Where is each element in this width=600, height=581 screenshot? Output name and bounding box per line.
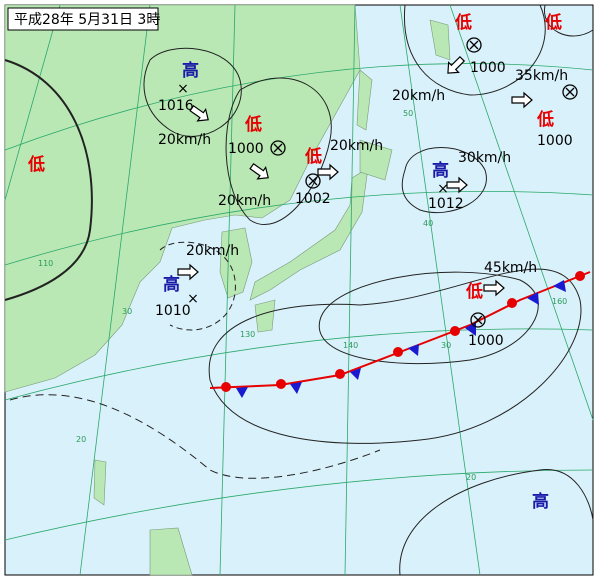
system-kind: 低 [544, 12, 562, 33]
movement-arrow [511, 91, 533, 109]
system-kind: 低 [536, 109, 554, 130]
pressure-system: 高 ×1010 20km/h [155, 243, 239, 319]
system-kind: 低 [27, 154, 45, 175]
cold-front-marks [236, 280, 566, 398]
speed: 20km/h [330, 138, 383, 154]
system-kind: 高 [532, 491, 549, 512]
pressure: 1010 [155, 303, 191, 319]
center-mark [565, 87, 575, 97]
grid-label: 50 [403, 109, 413, 118]
movement-arrow [483, 279, 505, 297]
land [4, 4, 451, 576]
system-kind: 低 [244, 114, 262, 135]
grid-label: 30 [122, 307, 132, 316]
pressure: 1000 [468, 333, 504, 349]
pressure-system: 低 [544, 12, 562, 33]
system-kind: 低 [465, 281, 483, 302]
center-mark: × [177, 81, 189, 97]
warm-front-marks [221, 271, 585, 392]
system-kind: 高 [432, 160, 449, 181]
movement-arrow [317, 163, 339, 181]
system-kind: 低 [304, 146, 322, 167]
grid-label: 30 [441, 341, 451, 350]
movement-arrow [446, 176, 468, 194]
grid-label: 40 [423, 219, 433, 228]
center-mark: × [187, 291, 199, 307]
center-mark [273, 143, 283, 153]
movement-arrow [177, 263, 199, 281]
pressure-system: 低 1000 35km/h [511, 68, 578, 149]
pressure-system: 高 [532, 491, 549, 512]
graticule [4, 4, 594, 576]
movement-arrow [189, 104, 209, 122]
grid-label: 110 [38, 259, 53, 268]
grid-label: 140 [343, 341, 358, 350]
pressure: 1002 [295, 191, 331, 207]
center-mark [473, 315, 483, 325]
pressure: 1000 [537, 133, 573, 149]
pressure: 1000 [470, 60, 506, 76]
speed: 20km/h [158, 132, 211, 148]
system-kind: 高 [163, 274, 180, 295]
center-mark [308, 176, 318, 186]
pressure-system: 低 1000 20km/h [392, 12, 506, 104]
speed: 20km/h [186, 243, 239, 259]
pressure-system: 低 1000 20km/h [218, 114, 286, 209]
grid-label: 20 [76, 435, 86, 444]
title-box [7, 7, 159, 31]
system-kind: 低 [454, 12, 472, 33]
speed: 30km/h [458, 150, 511, 166]
pressure-system: 高×1016 20km/h [158, 60, 211, 148]
pressure-system: 低 1002 20km/h [295, 138, 383, 207]
center-mark [562, 84, 578, 100]
speed: 35km/h [515, 68, 568, 84]
isobars [4, 4, 594, 576]
pressure-system: 低 1000 45km/h [465, 260, 537, 349]
speed: 20km/h [392, 88, 445, 104]
center-mark: × [437, 181, 449, 197]
speed: 45km/h [484, 260, 537, 276]
speed: 20km/h [218, 193, 271, 209]
grid-label: 130 [240, 330, 255, 339]
pressure-system: 高×1012 30km/h [428, 150, 511, 212]
center-mark [466, 37, 482, 53]
movement-arrow [447, 55, 466, 74]
center-mark [469, 40, 479, 50]
map-title: 平成28年 5月31日 3時 [14, 12, 160, 28]
pressure: 1012 [428, 196, 464, 212]
center-mark [305, 173, 321, 189]
center-mark [270, 140, 286, 156]
pressure: 1016 [158, 98, 194, 114]
pressure-system: 低 [27, 154, 45, 175]
movement-arrow [249, 162, 269, 180]
system-kind: 高 [182, 60, 199, 81]
pressure: 1000 [228, 141, 264, 157]
grid-label: 20 [466, 473, 476, 482]
grid-label: 160 [552, 297, 567, 306]
center-mark [470, 312, 486, 328]
